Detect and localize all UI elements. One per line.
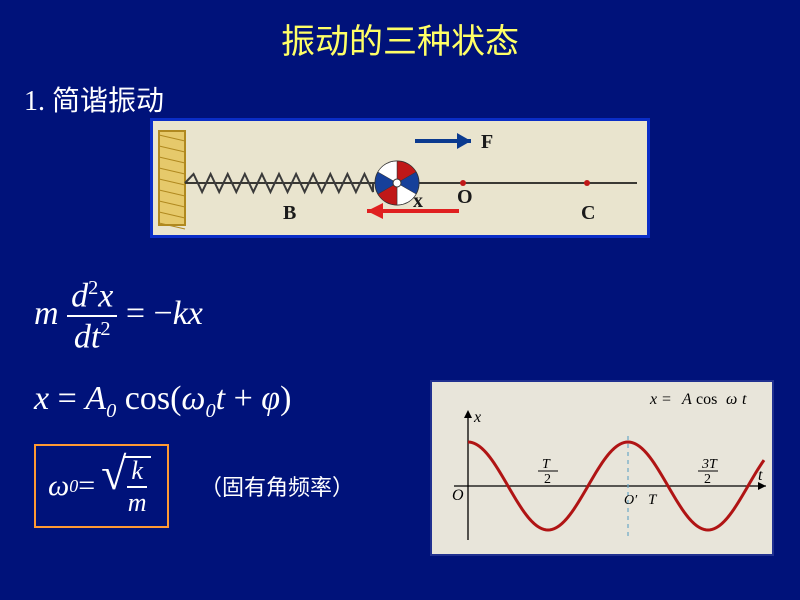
cosine-plot-svg: OxtT23T2O′Tx = A cos ωt [432, 382, 772, 554]
svg-text:O: O [452, 487, 464, 504]
svg-text:t: t [742, 391, 747, 408]
eq2-close: ) [280, 380, 291, 417]
spring-mass-diagram: Fx B O C [150, 118, 650, 238]
svg-text:T: T [648, 492, 658, 508]
eq2-plus: + [225, 380, 261, 417]
svg-text:B: B [283, 202, 296, 224]
svg-text:x: x [413, 190, 423, 212]
eq2-A0: 0 [106, 400, 116, 422]
eq2-x: x [34, 380, 49, 417]
section-heading: 1. 简谐振动 [24, 79, 800, 119]
eq2-w: ω [181, 380, 205, 417]
eq2-cos: cos( [116, 380, 181, 417]
svg-text:O: O [457, 186, 473, 208]
eq2-t: t [216, 380, 225, 417]
svg-text:F: F [481, 131, 493, 153]
svg-text:x: x [649, 391, 657, 408]
eq1-m: m [34, 295, 59, 332]
svg-text:=: = [662, 391, 671, 408]
eq1-dt: dt [74, 319, 100, 356]
sqrt-expr: √ k m [101, 456, 151, 516]
svg-text:O′: O′ [624, 493, 638, 508]
svg-text:2: 2 [544, 472, 551, 487]
eq1-eq: = − [126, 295, 173, 332]
omega-m: m [128, 488, 147, 516]
natural-frequency-label: （固有角频率） [200, 470, 354, 502]
svg-text:A: A [681, 391, 692, 408]
eq2-phi: φ [261, 380, 280, 417]
svg-text:x: x [473, 409, 481, 426]
svg-text:T: T [542, 457, 551, 472]
equation-motion: m d2x dt2 = −kx [34, 278, 203, 355]
equation-solution: x = A0 cos(ω0t + φ) [34, 380, 291, 423]
eq1-x: x [98, 277, 113, 314]
eq2-eq: = [49, 380, 85, 417]
eq2-A: A [85, 380, 106, 417]
eq1-fraction: d2x dt2 [67, 278, 117, 355]
svg-text:C: C [581, 202, 595, 224]
eq1-d1: d [71, 277, 88, 314]
svg-text:t: t [758, 467, 763, 484]
cosine-plot: OxtT23T2O′Tx = A cos ωt [430, 380, 774, 556]
svg-text:cos: cos [696, 391, 717, 408]
omega-w: ω [48, 469, 69, 503]
eq2-w0: 0 [205, 400, 215, 422]
omega-0: 0 [69, 476, 78, 497]
spring-mass-svg: Fx B O C [153, 121, 647, 235]
page-title: 振动的三种状态 [0, 0, 800, 63]
svg-text:2: 2 [704, 472, 711, 487]
natural-frequency-box: ω0 = √ k m [34, 444, 169, 528]
omega-eq: = [78, 469, 95, 503]
svg-text:ω: ω [726, 391, 737, 408]
omega-k: k [127, 458, 147, 488]
svg-text:3T: 3T [701, 457, 718, 472]
eq1-kx: kx [173, 295, 203, 332]
